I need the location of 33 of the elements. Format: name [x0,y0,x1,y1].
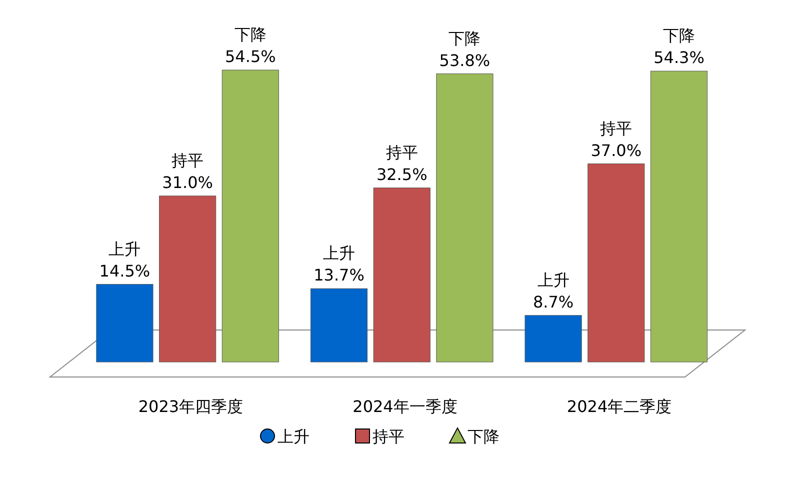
legend-label: 上升 [278,427,310,446]
text: 下降 [663,26,695,46]
text: 上升 [108,239,141,258]
data-label: 32.5% [376,164,428,184]
bar [650,70,708,362]
text: 上升 [323,244,355,263]
bar [436,74,494,362]
bar [373,188,430,362]
data-label: 54.5% [225,47,276,66]
bar [310,288,368,362]
data-label: 37.0% [590,140,642,160]
text: 上升 [537,270,570,290]
bar [159,196,216,362]
x-tick-label: 2023年四季度 [138,397,244,416]
data-label: 8.7% [532,292,574,312]
data-label: 31.0% [162,172,213,192]
text: 下降 [448,28,481,48]
bar [222,70,279,362]
text: 下降 [234,25,266,44]
bar [588,164,645,362]
x-tick-label: 2024年一季度 [352,397,458,416]
text: 持平 [386,142,418,162]
bar [524,315,582,362]
bar [96,284,154,362]
data-label: 13.7% [314,266,364,285]
text: 持平 [172,150,204,170]
data-label: 54.3% [654,48,704,68]
legend-label: 下降 [468,427,500,446]
legend-label: 持平 [372,427,404,446]
data-label: 53.8% [439,50,490,70]
text: 持平 [600,118,632,138]
data-label: 14.5% [99,261,150,280]
x-tick-label: 2024年二季度 [566,397,672,416]
